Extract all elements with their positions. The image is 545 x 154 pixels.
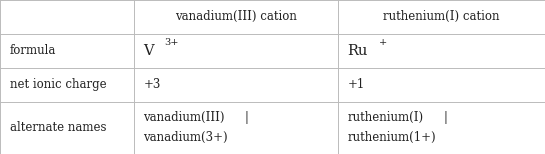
Text: +1: +1	[348, 78, 365, 91]
Text: net ionic charge: net ionic charge	[10, 78, 106, 91]
Text: Ru: Ru	[348, 44, 368, 58]
Text: alternate names: alternate names	[10, 121, 106, 134]
Text: vanadium(3+): vanadium(3+)	[143, 131, 228, 144]
Text: ruthenium(I) cation: ruthenium(I) cation	[383, 10, 500, 23]
Text: |: |	[244, 111, 248, 124]
Text: |: |	[443, 111, 447, 124]
Text: V: V	[143, 44, 154, 58]
Text: vanadium(III): vanadium(III)	[143, 111, 225, 124]
Text: 3+: 3+	[164, 38, 179, 47]
Text: +: +	[379, 38, 387, 47]
Text: ruthenium(1+): ruthenium(1+)	[348, 131, 437, 144]
Text: +3: +3	[143, 78, 161, 91]
Text: formula: formula	[10, 44, 56, 57]
Text: vanadium(III) cation: vanadium(III) cation	[175, 10, 296, 23]
Text: ruthenium(I): ruthenium(I)	[348, 111, 424, 124]
